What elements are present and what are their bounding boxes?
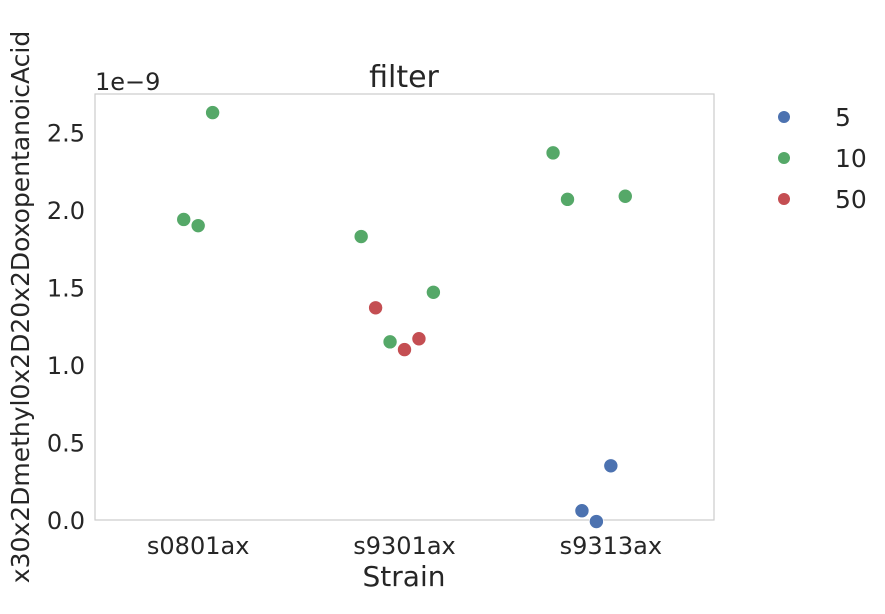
data-point-series-10	[176, 212, 192, 227]
chart-title: filter	[369, 60, 439, 95]
x-tick-label: s9301ax	[353, 532, 456, 560]
y-tick-label: 0.0	[47, 507, 85, 535]
data-point-series-10	[190, 218, 206, 233]
y-tick-label: 0.5	[47, 430, 85, 458]
data-point-series-5	[603, 458, 619, 474]
legend-marker	[778, 111, 790, 123]
y-tick-labels: 0.0 0.5 1.0 1.5 2.0 2.5	[47, 120, 85, 535]
legend-marker	[778, 193, 790, 205]
data-point-series-10	[382, 334, 398, 350]
y-offset-text: 1e−9	[95, 68, 160, 96]
legend-marker	[778, 152, 790, 164]
data-point-series-10	[205, 105, 220, 120]
data-point-series-10	[426, 284, 441, 300]
data-point-series-5	[574, 503, 590, 519]
data-point-series-50	[368, 300, 383, 316]
x-tick-label: s9313ax	[560, 532, 663, 560]
y-tick-label: 1.0	[47, 352, 85, 380]
data-point-series-10	[560, 192, 575, 207]
y-axis-label: x30x2Dmethyl0x2D20x2DoxopentanoicAcid	[6, 31, 35, 583]
data-point-series-10	[545, 145, 561, 161]
x-tick-labels: s0801ax s9301ax s9313ax	[147, 532, 662, 560]
data-point-series-50	[411, 331, 427, 347]
data-point-series-10	[617, 188, 633, 204]
y-tick-label: 2.5	[47, 120, 85, 148]
data-point-series-5	[589, 514, 604, 529]
x-tick-label: s0801ax	[147, 532, 250, 560]
x-axis-label: Strain	[363, 560, 446, 593]
plot-area	[94, 93, 715, 521]
legend-label: 5	[835, 103, 851, 132]
legend-label: 10	[835, 144, 867, 173]
legend-label: 50	[835, 185, 867, 214]
data-points	[176, 105, 633, 529]
data-point-series-10	[353, 229, 369, 244]
y-tick-label: 1.5	[47, 275, 85, 303]
legend: 5 10 50	[778, 103, 867, 214]
data-point-series-50	[397, 342, 412, 357]
y-tick-label: 2.0	[47, 197, 85, 225]
